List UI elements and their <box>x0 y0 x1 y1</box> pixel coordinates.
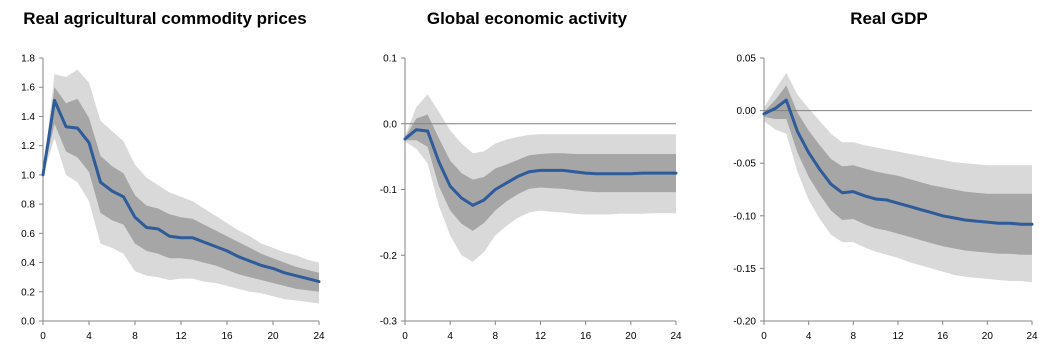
x-tick-label: 8 <box>851 331 857 342</box>
x-tick-label: 12 <box>892 331 904 342</box>
y-tick-label: 0.2 <box>21 287 35 298</box>
y-tick-label: 0.0 <box>21 317 35 328</box>
y-tick-label: 0.1 <box>383 54 397 65</box>
y-tick-label: 1.2 <box>21 141 35 152</box>
y-tick-label: 1.0 <box>21 170 35 181</box>
y-tick-label: 1.8 <box>21 54 35 65</box>
x-tick-label: 24 <box>313 331 325 342</box>
x-tick-label: 8 <box>132 331 138 342</box>
y-tick-label: -0.2 <box>380 251 398 262</box>
median-response-line <box>762 98 1034 226</box>
chart-title: Real GDP <box>850 9 927 28</box>
y-tick-label: 0.4 <box>21 258 35 269</box>
x-tick-label: 0 <box>402 331 408 342</box>
chart-title: Real agricultural commodity prices <box>23 9 306 28</box>
y-tick-label: 0.6 <box>21 229 35 240</box>
x-tick-label: 20 <box>267 331 279 342</box>
x-tick-label: 20 <box>982 331 994 342</box>
x-tick-label: 24 <box>1026 331 1038 342</box>
x-tick-label: 16 <box>580 331 592 342</box>
x-tick-label: 4 <box>806 331 812 342</box>
chart-title: Global economic activity <box>427 9 628 28</box>
y-tick-label: -0.05 <box>733 159 756 170</box>
y-tick-label: 0.0 <box>383 119 397 130</box>
inner-confidence-band <box>43 87 319 292</box>
x-tick-label: 0 <box>761 331 767 342</box>
y-tick-label: -0.10 <box>733 211 756 222</box>
panel-real-agricultural-commodity-prices: Real agricultural commodity prices 0.0 0.… <box>21 9 325 342</box>
x-tick-label: 4 <box>86 331 92 342</box>
x-tick-label: 8 <box>493 331 499 342</box>
x-tick-label: 16 <box>221 331 233 342</box>
x-tick-label: 20 <box>625 331 637 342</box>
x-tick-label: 24 <box>670 331 682 342</box>
y-tick-label: -0.20 <box>733 317 756 328</box>
outer-confidence-band <box>43 69 319 304</box>
y-tick-label: 1.4 <box>21 112 35 123</box>
x-tick-label: 16 <box>937 331 949 342</box>
inner-confidence-band <box>405 114 676 231</box>
panel-real-gdp: Real GDP -0.20 -0.15 -0.10 -0.05 0.00 0.05 0 4 8… <box>733 9 1038 342</box>
y-tick-label: -0.3 <box>380 317 398 328</box>
inner-confidence-band <box>764 85 1032 255</box>
panel-global-economic-activity: Global economic activity -0.3 -0.2 -0.1 0.0… <box>380 9 682 342</box>
x-tick-label: 12 <box>175 331 187 342</box>
x-tick-label: 12 <box>535 331 547 342</box>
y-tick-label: -0.1 <box>380 185 398 196</box>
y-tick-label: 0.8 <box>21 200 35 211</box>
median-response-line <box>403 128 678 207</box>
median-response-line <box>41 98 321 284</box>
x-tick-label: 4 <box>447 331 453 342</box>
y-tick-label: 0.00 <box>737 106 757 117</box>
y-tick-label: -0.15 <box>733 264 756 275</box>
y-tick-label: 0.05 <box>737 54 757 65</box>
x-tick-label: 0 <box>40 331 46 342</box>
y-tick-label: 1.6 <box>21 83 35 94</box>
